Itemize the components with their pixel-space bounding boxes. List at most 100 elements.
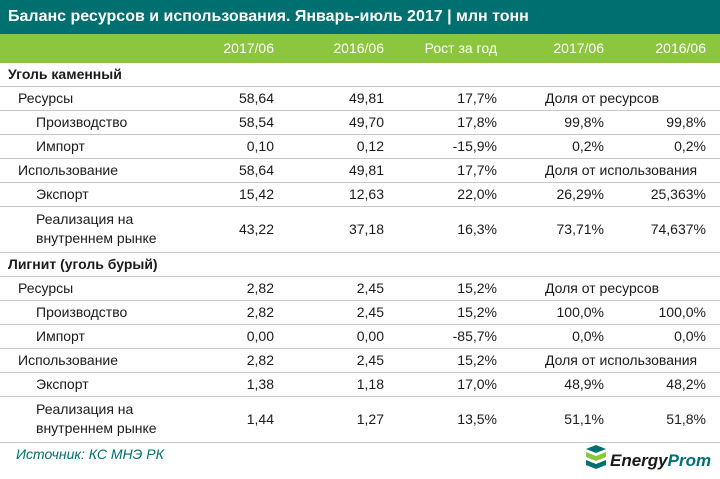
row-label-line-1: Реализация на	[36, 211, 134, 227]
row-label: Экспорт	[36, 376, 89, 392]
row-label: Экспорт	[36, 186, 89, 202]
growth-value: -85,7%	[452, 328, 497, 344]
section-label: Лигнит (уголь бурый)	[8, 256, 158, 272]
share-2017: 48,9%	[564, 376, 604, 392]
row-label: Импорт	[36, 138, 85, 154]
growth-value: 13,5%	[457, 411, 497, 427]
row-label: Производство	[36, 114, 128, 130]
value-2017: 2,82	[246, 280, 274, 296]
source-note: Источник: КС МНЭ РК	[16, 446, 164, 462]
share-2016: 0,2%	[674, 138, 706, 154]
growth-value: 17,0%	[457, 376, 497, 392]
growth-value: -15,9%	[452, 138, 497, 154]
table-row: Использование 2,82 2,45 15,2% Доля от исполь…	[0, 349, 720, 373]
share-2017: 100,0%	[556, 304, 604, 320]
energyprom-logo-icon	[586, 445, 606, 469]
energyprom-logo: EnergyProm	[582, 443, 711, 473]
share-2017: 73,71%	[556, 221, 604, 237]
value-2017: 15,42	[238, 186, 274, 202]
growth-value: 17,7%	[457, 162, 497, 178]
row-label: Импорт	[36, 328, 85, 344]
value-2017: 1,38	[246, 376, 274, 392]
page-title: Баланс ресурсов и использования. Январь-…	[0, 0, 720, 34]
share-note: Доля от использования	[545, 162, 698, 178]
header-col-3: Рост за год	[424, 40, 497, 56]
section-label: Уголь каменный	[8, 66, 122, 82]
share-2016: 25,363%	[650, 186, 706, 202]
share-2016: 74,637%	[650, 221, 706, 237]
share-2017: 0,2%	[572, 138, 604, 154]
value-2016: 0,00	[356, 328, 384, 344]
value-2016: 49,81	[348, 90, 384, 106]
share-2016: 48,2%	[666, 376, 706, 392]
growth-value: 17,7%	[457, 90, 497, 106]
table-row: Экспорт 15,42 12,63 22,0% 26,29% 25,363%	[0, 183, 720, 207]
logo-prom: Prom	[667, 451, 712, 470]
table-row: Реализация на внутреннем рынке 1,44 1,27 13,…	[0, 397, 720, 443]
logo-energy: Energy	[610, 451, 668, 470]
growth-value: 15,2%	[457, 352, 497, 368]
share-2017: 26,29%	[556, 186, 604, 202]
value-2016: 1,18	[356, 376, 384, 392]
share-2017: 99,8%	[564, 114, 604, 130]
share-note: Доля от ресурсов	[545, 280, 660, 296]
value-2017: 58,64	[238, 90, 274, 106]
table-row: Экспорт 1,38 1,18 17,0% 48,9% 48,2%	[0, 373, 720, 397]
growth-value: 17,8%	[457, 114, 497, 130]
row-label: Использование	[18, 162, 119, 178]
row-label-line-2: внутреннем рынке	[36, 420, 157, 436]
table-row: Производство 2,82 2,45 15,2% 100,0% 100,0%	[0, 301, 720, 325]
value-2017: 0,00	[246, 328, 274, 344]
table-row: Производство 58,54 49,70 17,8% 99,8% 99,8%	[0, 111, 720, 135]
row-label-line-1: Реализация на	[36, 401, 134, 417]
header-col-4: 2017/06	[553, 40, 604, 56]
value-2016: 2,45	[356, 280, 384, 296]
value-2016: 49,70	[348, 114, 384, 130]
table-row: Импорт 0,10 0,12 -15,9% 0,2% 0,2%	[0, 135, 720, 159]
row-label: Ресурсы	[18, 90, 74, 106]
logo-text: EnergyProm	[610, 451, 711, 471]
share-2016: 0,0%	[674, 328, 706, 344]
table-header: 2017/06 2016/06 Рост за год 2017/06 2016…	[0, 34, 720, 63]
share-note: Доля от использования	[545, 352, 698, 368]
header-col-1: 2017/06	[223, 40, 274, 56]
header-col-5: 2016/06	[655, 40, 706, 56]
table-row: Ресурсы 58,64 49,81 17,7% Доля от ресурсов	[0, 87, 720, 111]
value-2017: 0,10	[246, 138, 274, 154]
value-2017: 2,82	[246, 352, 274, 368]
share-note: Доля от ресурсов	[545, 90, 660, 106]
row-label: Производство	[36, 304, 128, 320]
share-2016: 100,0%	[658, 304, 706, 320]
header-col-2: 2016/06	[333, 40, 384, 56]
footer: Источник: КС МНЭ РК EnergyProm	[0, 440, 720, 479]
growth-value: 22,0%	[457, 186, 497, 202]
value-2016: 2,45	[356, 352, 384, 368]
table-row: Реализация на внутреннем рынке 43,22 37,18 1…	[0, 207, 720, 253]
value-2017: 1,44	[246, 411, 274, 427]
share-2016: 99,8%	[666, 114, 706, 130]
value-2017: 43,22	[238, 221, 274, 237]
row-label-line-2: внутреннем рынке	[36, 230, 157, 246]
table-row: Ресурсы 2,82 2,45 15,2% Доля от ресурсов	[0, 277, 720, 301]
value-2016: 49,81	[348, 162, 384, 178]
share-2016: 51,8%	[666, 411, 706, 427]
table-row: Лигнит (уголь бурый)	[0, 253, 720, 277]
row-label: Реализация на внутреннем рынке	[36, 210, 157, 248]
table-row: Импорт 0,00 0,00 -85,7% 0,0% 0,0%	[0, 325, 720, 349]
value-2016: 2,45	[356, 304, 384, 320]
value-2016: 37,18	[348, 221, 384, 237]
row-label: Использование	[18, 352, 119, 368]
growth-value: 16,3%	[457, 221, 497, 237]
data-table: Уголь каменный Ресурсы 58,64 49,81 17,7% Доля…	[0, 63, 720, 443]
growth-value: 15,2%	[457, 304, 497, 320]
value-2017: 58,64	[238, 162, 274, 178]
row-label: Ресурсы	[18, 280, 74, 296]
value-2017: 2,82	[246, 304, 274, 320]
table-row: Уголь каменный	[0, 63, 720, 87]
row-label: Реализация на внутреннем рынке	[36, 400, 157, 438]
growth-value: 15,2%	[457, 280, 497, 296]
share-2017: 0,0%	[572, 328, 604, 344]
value-2016: 12,63	[348, 186, 384, 202]
share-2017: 51,1%	[564, 411, 604, 427]
value-2017: 58,54	[238, 114, 274, 130]
